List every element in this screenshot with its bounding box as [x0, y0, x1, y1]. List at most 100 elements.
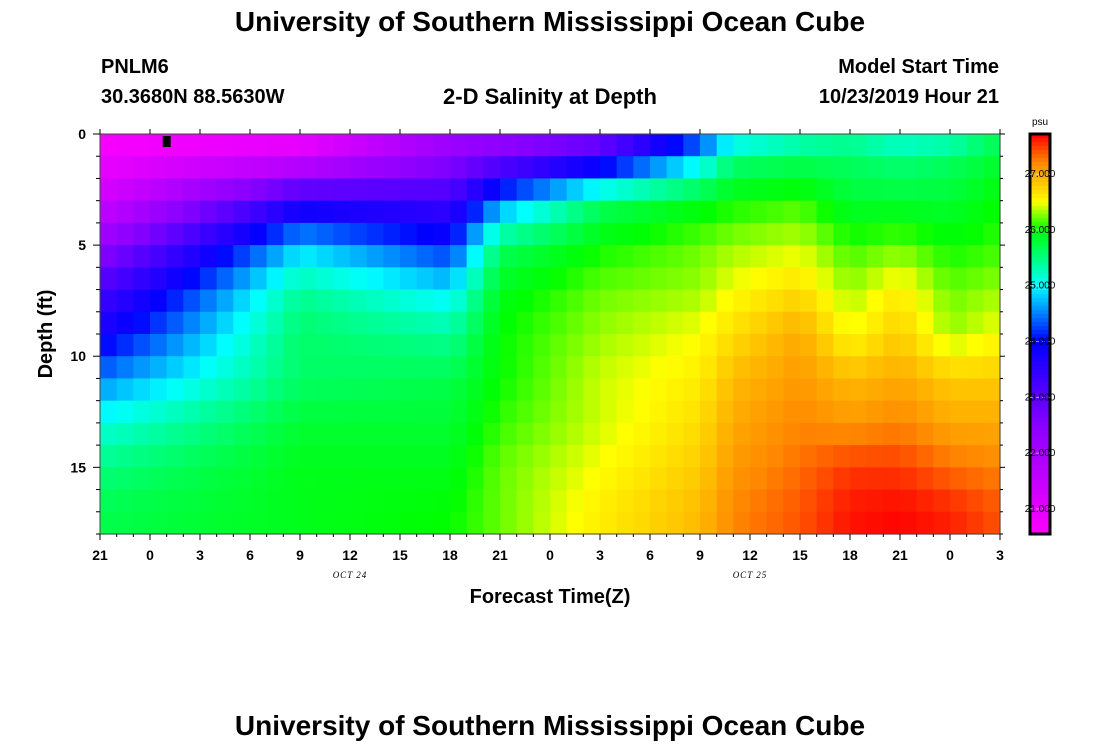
heatmap-cell	[350, 467, 368, 491]
heatmap-cell	[850, 356, 868, 380]
heatmap-cell	[450, 267, 468, 291]
heatmap-cell	[416, 334, 434, 357]
heatmap-cell	[650, 422, 668, 446]
heatmap-cell	[283, 134, 301, 157]
heatmap-cell	[633, 178, 651, 202]
heatmap-cell	[400, 222, 418, 246]
heatmap-cell	[333, 222, 351, 246]
heatmap-cell	[916, 334, 934, 357]
heatmap-cell	[283, 422, 301, 446]
colorbar-segment	[1030, 514, 1050, 519]
heatmap-cell	[866, 267, 884, 291]
heatmap-cell	[583, 267, 601, 291]
heatmap-cell	[566, 400, 584, 424]
heatmap-cell	[800, 134, 818, 157]
heatmap-cell	[283, 445, 301, 468]
heatmap-cell	[183, 356, 201, 380]
heatmap-cell	[633, 334, 651, 357]
heatmap-cell	[400, 489, 418, 513]
colorbar-segment	[1030, 494, 1050, 499]
heatmap-cell	[183, 445, 201, 468]
heatmap-cell	[133, 289, 151, 313]
heatmap-cell	[116, 378, 134, 402]
heatmap-cell	[166, 200, 184, 224]
heatmap-cell	[100, 422, 118, 446]
heatmap-cell	[883, 267, 901, 291]
heatmap-cell	[900, 334, 918, 357]
colorbar-segment	[1030, 458, 1050, 463]
heatmap-cell	[100, 267, 118, 291]
heatmap-cell	[133, 422, 151, 446]
heatmap-cell	[133, 334, 151, 357]
heatmap-cell	[783, 400, 801, 424]
heatmap-cell	[233, 445, 251, 468]
heatmap-cell	[233, 422, 251, 446]
colorbar-segment	[1030, 278, 1050, 283]
heatmap-cell	[866, 200, 884, 224]
heatmap-cell	[716, 422, 734, 446]
heatmap-cell	[583, 156, 601, 180]
heatmap-cell	[583, 334, 601, 357]
heatmap-cell	[783, 156, 801, 180]
heatmap-cell	[466, 467, 484, 491]
heatmap-cell	[550, 156, 568, 180]
heatmap-cell	[883, 245, 901, 268]
heatmap-cell	[300, 267, 318, 291]
colorbar-segment	[1030, 482, 1050, 487]
heatmap-cell	[633, 200, 651, 224]
colorbar-segment	[1030, 438, 1050, 443]
heatmap-cell	[816, 378, 834, 402]
colorbar-segment	[1030, 362, 1050, 367]
heatmap-cell	[833, 245, 851, 268]
heatmap-cell	[816, 156, 834, 180]
heatmap-cell	[133, 400, 151, 424]
heatmap-cell	[350, 445, 368, 468]
heatmap-cell	[950, 289, 968, 313]
heatmap-cell	[550, 489, 568, 513]
heatmap-cell	[650, 156, 668, 180]
heatmap-cell	[766, 267, 784, 291]
heatmap-cell	[883, 467, 901, 491]
heatmap-cell	[966, 445, 984, 468]
heatmap-cell	[383, 334, 401, 357]
heatmap-cell	[466, 356, 484, 380]
heatmap-cell	[883, 378, 901, 402]
heatmap-cell	[133, 445, 151, 468]
heatmap-cell	[366, 156, 384, 180]
heatmap-cell	[566, 222, 584, 246]
x-tick-label: 9	[696, 547, 704, 563]
colorbar-segment	[1030, 526, 1050, 531]
heatmap-cell	[433, 400, 451, 424]
heatmap-cell	[950, 245, 968, 268]
heatmap-cell	[683, 156, 701, 180]
heatmap-cell	[316, 445, 334, 468]
heatmap-cell	[816, 334, 834, 357]
heatmap-cell	[700, 267, 718, 291]
heatmap-cell	[416, 267, 434, 291]
heatmap-cell	[550, 311, 568, 335]
heatmap-cell	[266, 222, 284, 246]
heatmap-cell	[166, 378, 184, 402]
heatmap-cell	[833, 222, 851, 246]
heatmap-cell	[750, 311, 768, 335]
heatmap-cell	[650, 200, 668, 224]
y-tick-label: 10	[70, 348, 86, 364]
heatmap-cell	[833, 267, 851, 291]
heatmap-cell	[616, 467, 634, 491]
heatmap-cell	[333, 289, 351, 313]
colorbar-segment	[1030, 314, 1050, 319]
heatmap-cell	[216, 267, 234, 291]
heatmap-cell	[666, 511, 684, 535]
heatmap-cell	[916, 245, 934, 268]
heatmap-cell	[566, 200, 584, 224]
heatmap-cell	[450, 178, 468, 202]
colorbar-segment	[1030, 186, 1050, 191]
heatmap-cell	[883, 356, 901, 380]
heatmap-cell	[200, 511, 218, 535]
heatmap-cell	[483, 156, 501, 180]
heatmap-cell	[750, 245, 768, 268]
colorbar-segment	[1030, 466, 1050, 471]
heatmap-cell	[533, 222, 551, 246]
heatmap-cell	[933, 422, 951, 446]
colorbar-segment	[1030, 530, 1050, 535]
